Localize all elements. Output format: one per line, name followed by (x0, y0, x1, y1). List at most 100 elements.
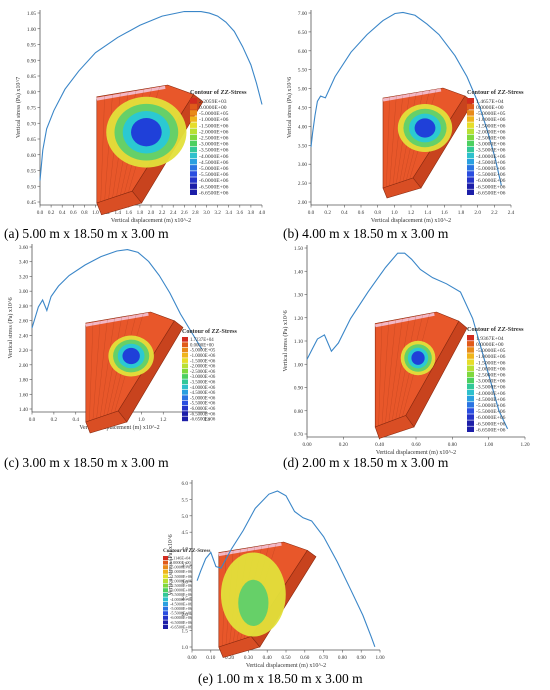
x-tick-label-2-2: 0.4 (73, 417, 80, 423)
y-tick-label-1-6: 5.00 (298, 87, 307, 93)
x-tick-label-4-0: 0.00 (187, 655, 196, 661)
legend-label-0-14: -6.5000E+06 (199, 184, 229, 190)
x-tick-label-3-1: 0.20 (339, 442, 348, 448)
y-tick-label-4-9: 5.5 (182, 497, 189, 503)
legend-swatch-1-11 (467, 165, 474, 171)
x-tick-label-2-8: 1.6 (204, 417, 211, 423)
legend-label-4-4: -1.5000E+06 (170, 574, 192, 579)
x-tick-label-0-14: 2.8 (192, 210, 199, 216)
legend-label-3-0: 1.9367E+04 (476, 336, 504, 342)
legend-label-4-1: 0.0000E+00 (170, 560, 191, 565)
y-tick-label-2-8: 3.00 (19, 289, 28, 295)
y-axis-label-4: Vertical stress (Pa) x10^6 (167, 534, 174, 595)
x-tick-label-2-6: 1.2 (160, 417, 167, 423)
y-tick-label-3-6: 1.30 (294, 293, 303, 299)
x-tick-label-0-18: 3.6 (237, 210, 244, 216)
legend-label-0-13: -6.0000E+06 (199, 178, 229, 184)
legend-label-2-9: -4.0000E+06 (190, 386, 216, 391)
legend-label-1-10: -4.5000E+06 (476, 160, 506, 166)
block-mesh-line-3-1 (378, 322, 383, 426)
x-tick-label-2-0: 0.0 (29, 417, 36, 423)
caption-b: (b) 4.00 m x 18.50 m x 3.00 m (283, 226, 449, 241)
y-tick-label-0-10: 0.95 (27, 43, 36, 49)
y-tick-label-4-8: 5.0 (182, 514, 189, 520)
block-fringe-0 (96, 85, 166, 101)
block-mesh-line-1-2 (389, 95, 397, 186)
y-tick-label-3-7: 1.40 (294, 269, 303, 275)
x-tick-label-0-10: 2.0 (148, 210, 155, 216)
legend-swatch-1-4 (467, 122, 474, 128)
y-tick-label-0-12: 1.05 (27, 11, 36, 17)
legend-swatch-4-2 (163, 565, 168, 570)
plot-group-1: 0.0 0.2 0.4 0.6 0.8 1.0 1.2 1.4 1.6 1.8 2.0 2.2 2.4 2… (286, 10, 524, 224)
block-fringe-2 (85, 312, 149, 327)
x-tick-label-1-1: 0.2 (324, 210, 331, 216)
legend-swatch-4-13 (163, 615, 168, 620)
legend-swatch-3-9 (467, 389, 474, 396)
x-tick-label-1-0: 0.0 (308, 210, 315, 216)
legend-label-1-2: -5.0000E+05 (476, 111, 506, 117)
block-mesh-line-0-2 (104, 94, 113, 201)
legend-label-0-3: -1.0000E+06 (199, 117, 229, 123)
legend-label-4-0: 2.1146E+04 (170, 555, 191, 560)
legend-swatch-0-7 (190, 140, 197, 147)
legend-swatch-2-11 (182, 395, 188, 400)
block-front-face-3 (374, 415, 415, 439)
legend-label-3-9: -4.0000E+06 (476, 391, 506, 397)
y-tick-label-4-2: 2.0 (182, 612, 189, 618)
legend-label-2-6: -2.5000E+06 (190, 370, 216, 375)
x-tick-label-1-9: 1.8 (458, 210, 465, 216)
y-tick-label-3-8: 1.50 (294, 246, 303, 252)
x-tick-label-4-5: 0.50 (281, 655, 290, 661)
chart-svg-d: 0.00 0.20 0.40 0.60 0.80 1.00 1.20 0.70 0.80 0.90… (282, 245, 530, 456)
legend-label-1-14: -6.5000E+06 (476, 184, 506, 190)
legend-label-2-12: -5.5000E+06 (190, 402, 216, 407)
legend-label-1-1: 0.0000E+00 (476, 105, 504, 111)
legend-label-0-6: -2.5000E+06 (199, 136, 229, 142)
stress-bulb-ring-2-3 (122, 347, 140, 365)
legend-swatch-1-9 (467, 152, 474, 159)
chart-svg-c: 0.00.20.40.60.81.01.21.41.61.401.601.802… (7, 244, 237, 434)
y-tick-label-3-5: 1.20 (294, 316, 303, 322)
legend-title-4: Contour of ZZ-Stress (163, 548, 210, 554)
x-tick-label-0-5: 1.0 (92, 210, 99, 216)
x-tick-label-1-5: 1.0 (391, 210, 398, 216)
legend-label-2-4: -1.5000E+06 (190, 359, 216, 364)
legend-label-2-13: -6.0000E+06 (190, 407, 216, 412)
y-tick-label-2-1: 1.60 (19, 392, 28, 398)
stress-bulb-ring-4-1 (238, 579, 269, 626)
legend-swatch-2-12 (182, 400, 188, 406)
x-tick-label-0-13: 2.6 (181, 210, 188, 216)
plot-group-2: 0.00.20.40.60.81.01.21.41.61.401.601.802… (7, 244, 237, 434)
y-tick-label-2-11: 3.60 (19, 245, 28, 251)
x-tick-label-1-11: 2.2 (491, 210, 498, 216)
legend-label-1-4: -1.5000E+06 (476, 123, 506, 129)
y-axis-label-1: Vertical stress (Pa) x10^6 (286, 77, 293, 138)
legend-swatch-3-10 (467, 396, 474, 402)
block-mesh-line-1-1 (386, 96, 390, 187)
x-axis-label-3: Vertical displacement (m) x10^-2 (376, 449, 456, 456)
x-tick-label-1-8: 1.6 (441, 210, 448, 216)
legend-swatch-0-12 (190, 171, 197, 177)
legend-label-4-2: -5.0000E+05 (170, 565, 192, 570)
legend-swatch-0-5 (190, 128, 197, 134)
legend-label-3-7: -3.0000E+06 (476, 379, 506, 385)
legend-swatch-2-13 (182, 405, 188, 411)
legend-swatch-3-13 (467, 414, 474, 420)
y-tick-label-0-4: 0.65 (27, 137, 36, 143)
legend-label-0-7: -3.0000E+06 (199, 142, 229, 148)
legend-swatch-3-4 (467, 359, 474, 365)
legend-label-4-15: -6.6500E+06 (170, 624, 192, 629)
x-axis-label-2: Vertical displacement (m) x10^-2 (79, 424, 159, 431)
legend-swatch-4-6 (163, 583, 168, 588)
legend-swatch-4-7 (163, 588, 168, 593)
legend-title-0: Contour of ZZ-Stress (190, 89, 247, 96)
legend-swatch-0-2 (190, 110, 197, 116)
legend-label-3-13: -6.0000E+06 (476, 415, 506, 421)
legend-swatch-2-6 (182, 368, 188, 374)
legend-label-0-2: -5.0000E+05 (199, 111, 229, 117)
block-front-face-4 (218, 636, 261, 658)
legend-label-1-11: -5.0000E+06 (476, 166, 506, 172)
legend-label-2-8: -3.5000E+06 (190, 381, 216, 386)
y-tick-label-2-4: 2.20 (19, 348, 28, 354)
